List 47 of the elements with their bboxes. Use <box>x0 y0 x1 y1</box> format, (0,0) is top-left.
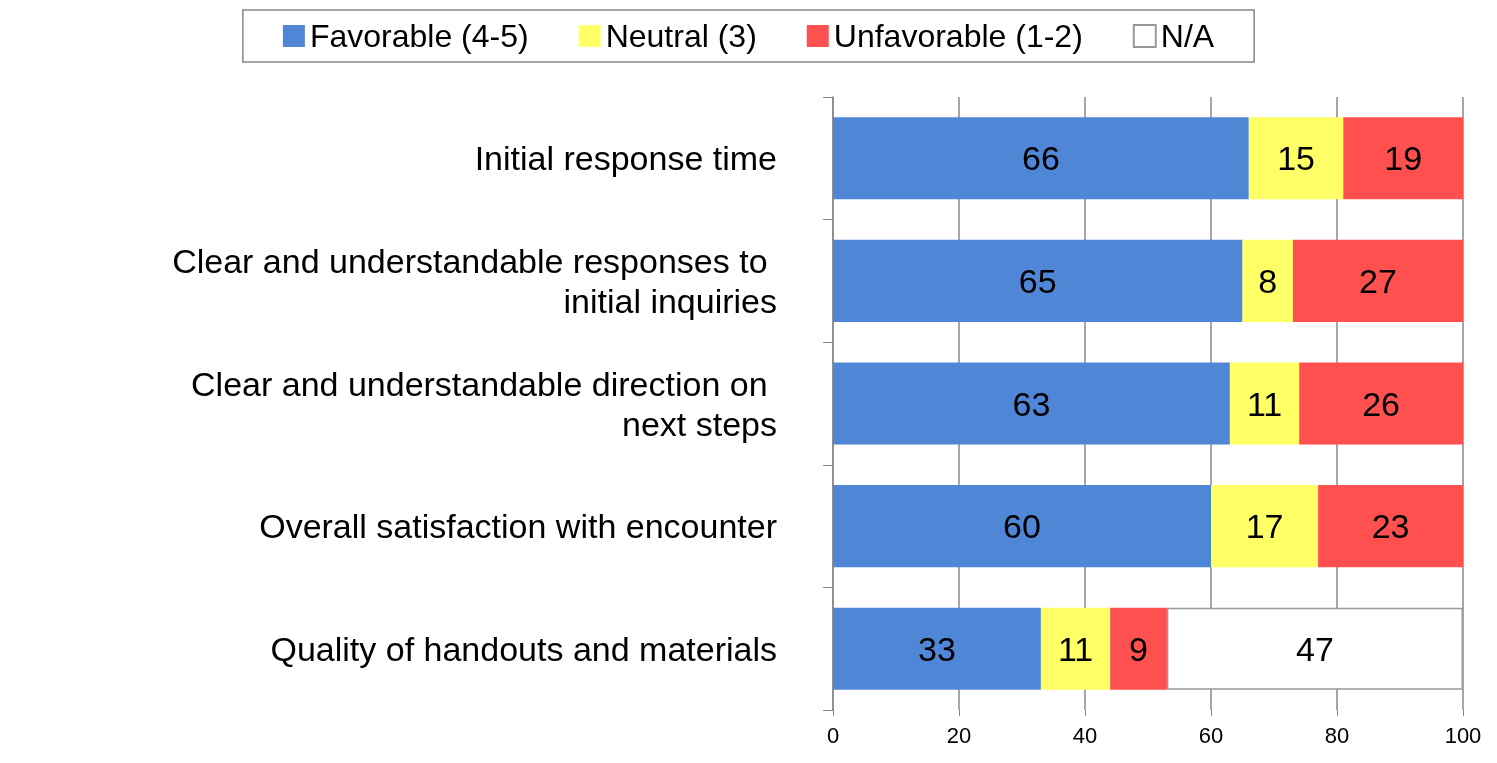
bar <box>1166 607 1463 690</box>
y-tick-label: Quality of handouts and materials <box>270 629 777 668</box>
data-label: 63 <box>1012 384 1051 423</box>
x-tick-label: 20 <box>946 722 972 748</box>
data-label: 11 <box>1246 384 1283 423</box>
data-label: 11 <box>1057 629 1094 668</box>
bar <box>1292 239 1463 322</box>
bar <box>1040 607 1111 690</box>
bar <box>1211 485 1319 568</box>
bar <box>833 239 1243 322</box>
data-label: 66 <box>1021 139 1060 178</box>
data-label: 65 <box>1018 261 1057 300</box>
x-tick-label: 40 <box>1072 722 1098 748</box>
y-tick-label: Clear and understandable direction on next steps <box>191 364 777 443</box>
data-label: 26 <box>1362 384 1401 423</box>
x-tick-label: 80 <box>1324 722 1350 748</box>
data-label: 23 <box>1371 507 1410 546</box>
bar <box>1343 117 1463 200</box>
x-tick-label: 0 <box>826 722 840 748</box>
bar <box>833 607 1041 690</box>
bar <box>1242 239 1293 322</box>
bar <box>1229 362 1300 445</box>
bar <box>1318 485 1463 568</box>
bar <box>1110 607 1167 690</box>
bar <box>833 117 1249 200</box>
y-tick-label: Initial response time <box>474 139 777 178</box>
bar <box>833 485 1211 568</box>
data-label: 17 <box>1245 507 1284 546</box>
data-label: 33 <box>918 629 956 668</box>
x-tick-label: 100 <box>1444 722 1482 748</box>
bar <box>1248 117 1344 200</box>
bar <box>1299 362 1463 445</box>
legend-label: Neutral (3) <box>605 18 757 54</box>
legend-label: Unfavorable (1-2) <box>833 18 1083 54</box>
data-label: 60 <box>1003 507 1041 546</box>
y-tick-label: Clear and understandable responses to initial inquiries <box>172 241 777 320</box>
x-tick-label: 60 <box>1198 722 1224 748</box>
legend-label: N/A <box>1160 18 1215 54</box>
data-label: 9 <box>1129 629 1149 668</box>
data-label: 8 <box>1258 261 1278 300</box>
data-label: 27 <box>1359 261 1397 300</box>
legend-label: Favorable (4-5) <box>309 18 529 54</box>
data-label: 19 <box>1384 139 1423 178</box>
data-label: 15 <box>1277 139 1315 178</box>
bar <box>833 362 1230 445</box>
y-tick-label: Overall satisfaction with encounter <box>259 507 777 546</box>
data-label: 47 <box>1296 629 1334 668</box>
